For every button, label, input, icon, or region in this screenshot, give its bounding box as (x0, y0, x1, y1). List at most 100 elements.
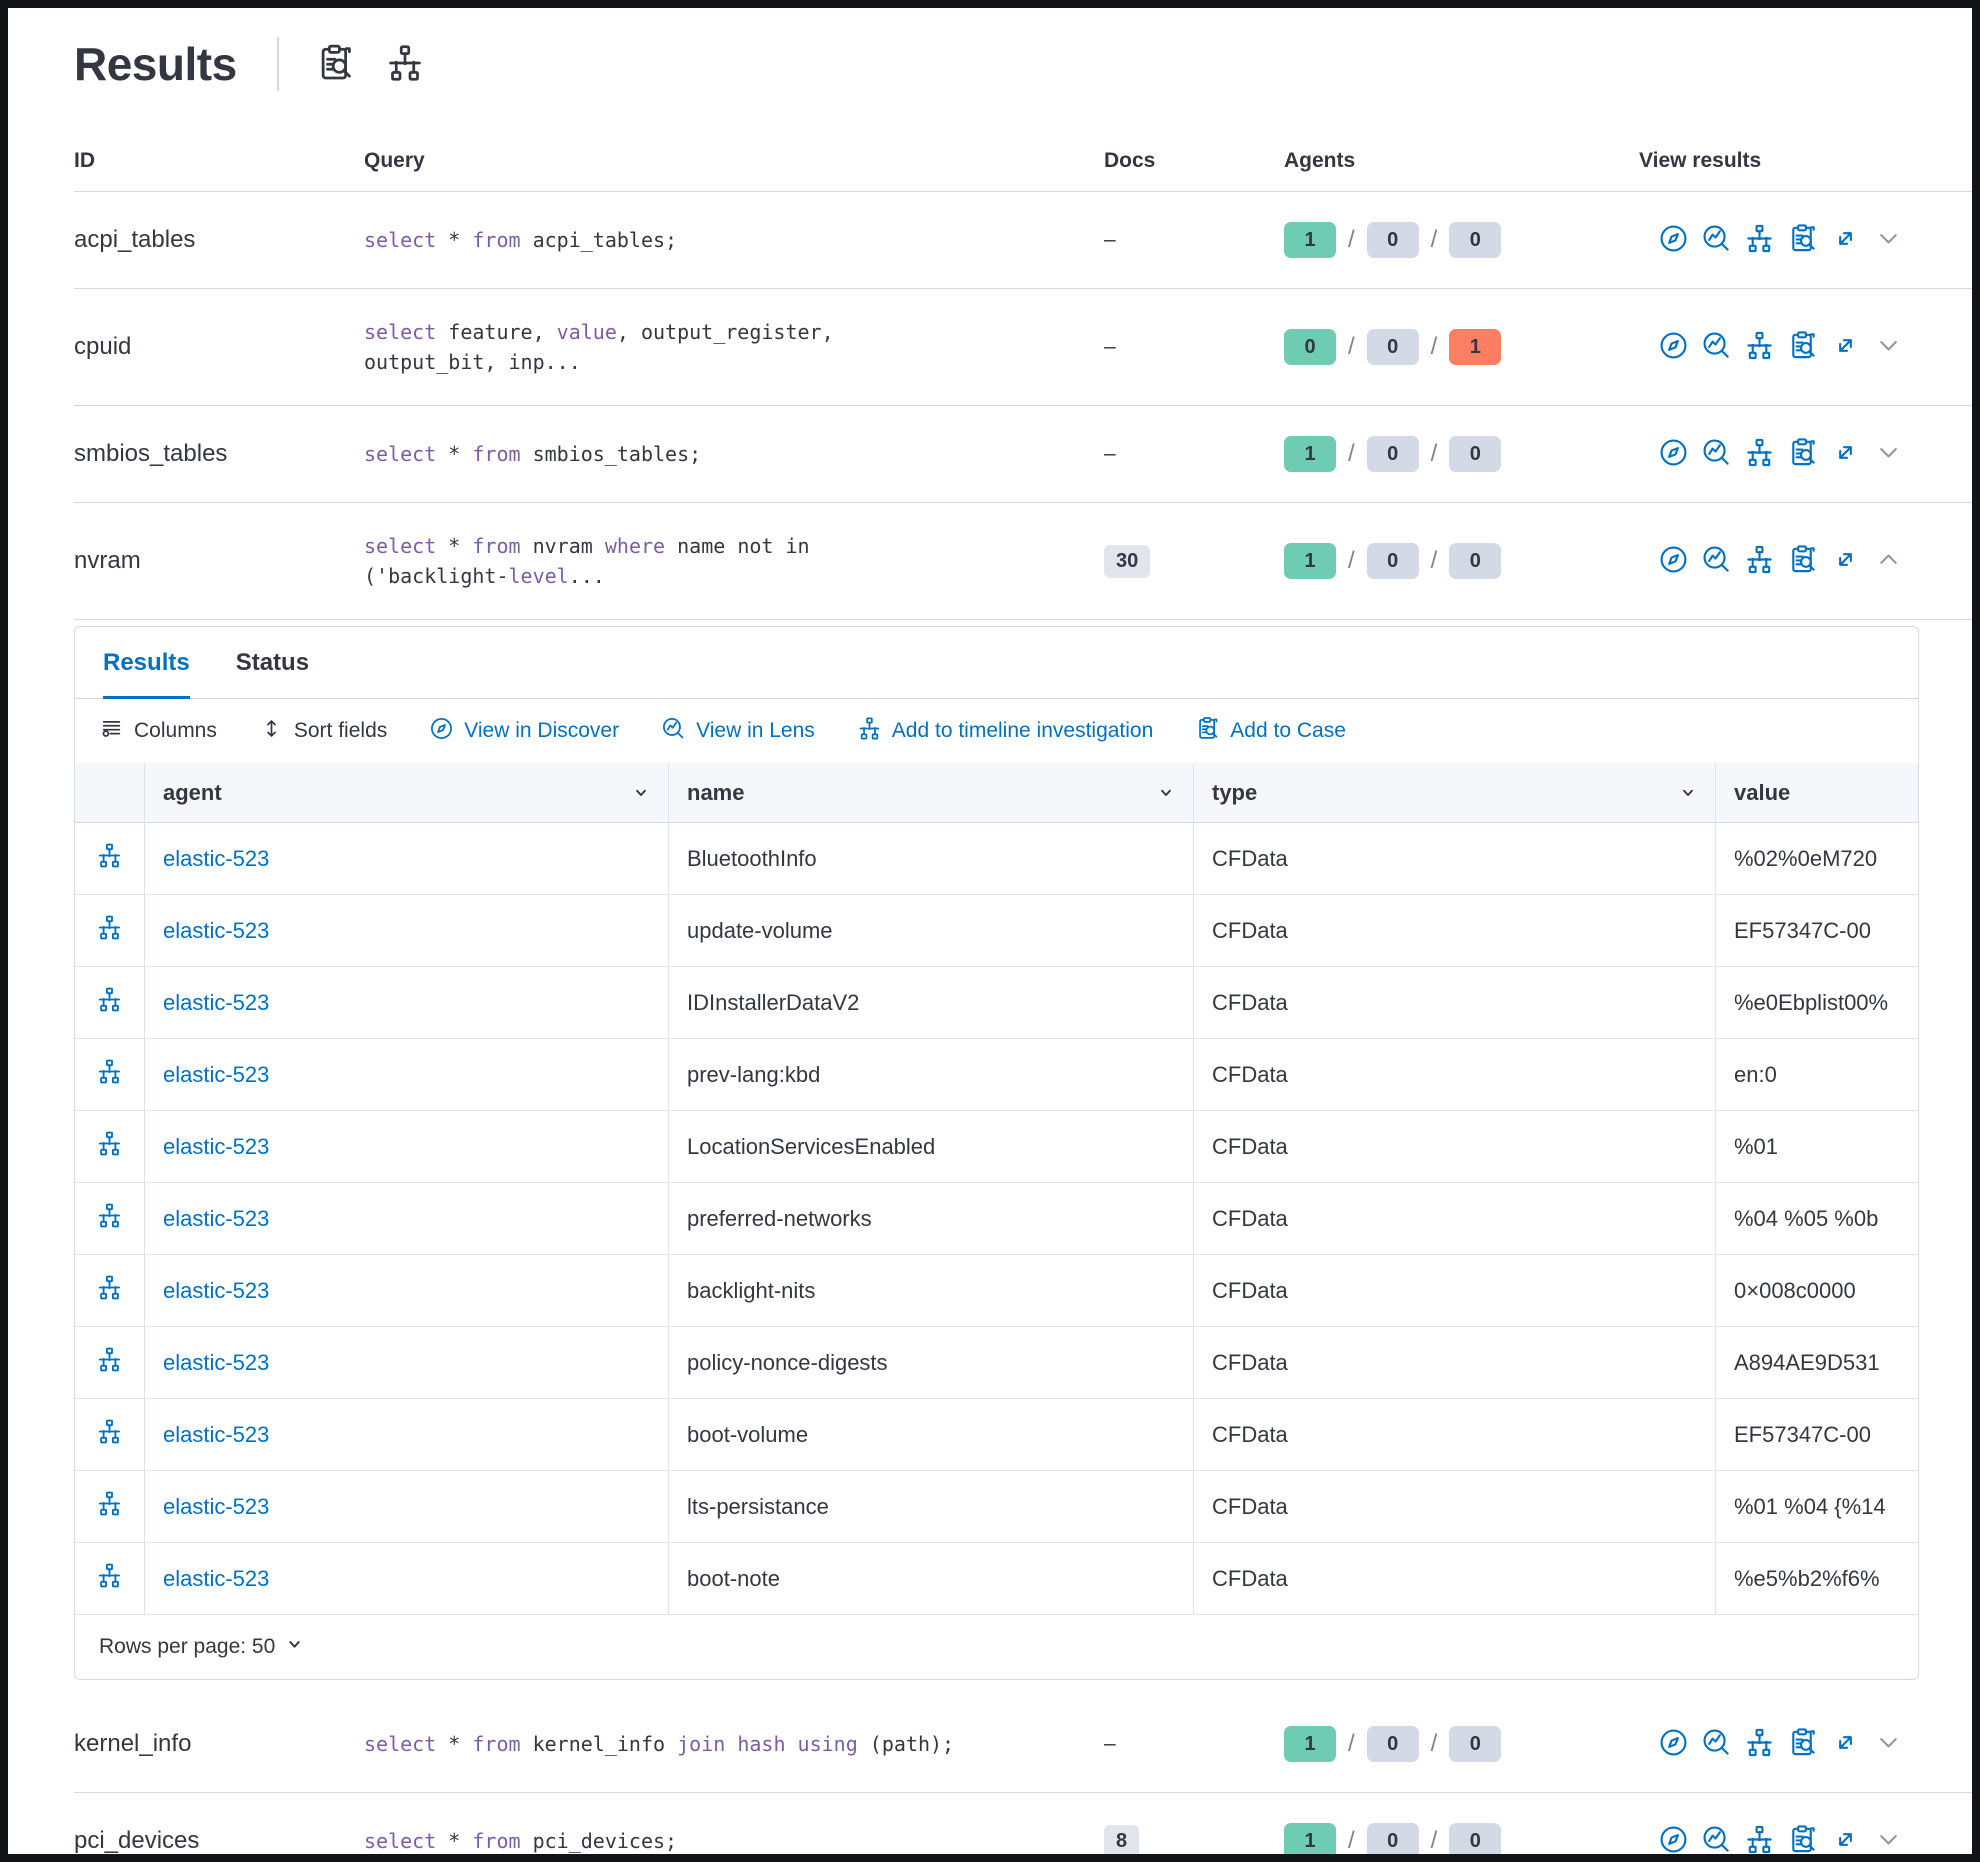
view-result-lens-button[interactable] (1698, 1821, 1735, 1854)
toolbar-view-in-lens-button[interactable]: View in Lens (661, 716, 815, 747)
chevron-down-icon (285, 1635, 304, 1660)
query-row: cpuid select feature, value, output_regis… (74, 289, 1972, 406)
chevron-down-icon[interactable] (632, 784, 650, 802)
agent-link[interactable]: elastic-523 (163, 1493, 270, 1519)
toolbar-sort-fields-button[interactable]: Sort fields (259, 716, 387, 747)
row-timeline-button[interactable] (75, 1255, 145, 1326)
column-header-id: ID (74, 149, 95, 172)
view-result-timeline-button[interactable] (1741, 1821, 1778, 1854)
row-timeline-button[interactable] (75, 967, 145, 1038)
grid-column-header-type[interactable]: type (1194, 763, 1716, 822)
row-expand-toggle[interactable] (1870, 1821, 1907, 1854)
query-sql: select * from nvram where name not in ('b… (364, 534, 810, 588)
query-id: acpi_tables (74, 226, 196, 253)
toolbar-add-to-case-button[interactable]: Add to Case (1195, 716, 1346, 747)
agent-link[interactable]: elastic-523 (163, 1133, 270, 1159)
view-result-discover-button[interactable] (1655, 434, 1692, 474)
view-result-expand-button[interactable] (1827, 220, 1864, 260)
agent-link[interactable]: elastic-523 (163, 917, 270, 943)
view-result-case-button[interactable] (1784, 434, 1821, 474)
tab-results[interactable]: Results (103, 627, 190, 699)
row-timeline-button[interactable] (75, 1327, 145, 1398)
agent-link[interactable]: elastic-523 (163, 989, 270, 1015)
chevron-down-icon[interactable] (1157, 784, 1175, 802)
grid-row: elastic-523 update-volume CFData EF57347C-0… (75, 895, 1918, 967)
view-result-expand-button[interactable] (1827, 541, 1864, 581)
view-results-cell (1639, 220, 1919, 260)
view-result-discover-button[interactable] (1655, 1724, 1692, 1764)
grid-column-header-name[interactable]: name (669, 763, 1194, 822)
view-result-case-button[interactable] (1784, 327, 1821, 367)
grid-column-header-agent[interactable]: agent (145, 763, 669, 822)
agent-link[interactable]: elastic-523 (163, 845, 270, 871)
view-result-expand-button[interactable] (1827, 1724, 1864, 1764)
row-timeline-button[interactable] (75, 1543, 145, 1614)
rows-per-page-control[interactable]: Rows per page: 50 (75, 1615, 1918, 1679)
view-result-case-button[interactable] (1784, 1821, 1821, 1854)
row-timeline-button[interactable] (75, 1111, 145, 1182)
view-result-lens-button[interactable] (1698, 541, 1735, 581)
row-expand-toggle[interactable] (1870, 541, 1907, 581)
row-timeline-button[interactable] (75, 1039, 145, 1110)
agent-link[interactable]: elastic-523 (163, 1349, 270, 1375)
grid-column-header-value[interactable]: value (1716, 763, 1918, 822)
view-result-timeline-button[interactable] (1741, 327, 1778, 367)
chevron-down-icon[interactable] (1679, 784, 1697, 802)
timeline-icon (1744, 437, 1775, 471)
agent-link[interactable]: elastic-523 (163, 1565, 270, 1591)
view-result-lens-button[interactable] (1698, 434, 1735, 474)
row-timeline-button[interactable] (75, 895, 145, 966)
agent-link[interactable]: elastic-523 (163, 1277, 270, 1303)
row-expand-toggle[interactable] (1870, 220, 1907, 260)
view-result-discover-button[interactable] (1655, 327, 1692, 367)
page-header: Results (8, 8, 1972, 120)
inspect-button[interactable] (315, 43, 355, 86)
row-timeline-button[interactable] (75, 1471, 145, 1542)
case-icon (1787, 330, 1818, 364)
view-result-discover-button[interactable] (1655, 220, 1692, 260)
agent-link[interactable]: elastic-523 (163, 1421, 270, 1447)
view-result-case-button[interactable] (1784, 220, 1821, 260)
timeline-icon (1744, 544, 1775, 578)
cell-value: %01 %04 {%14 (1734, 1493, 1886, 1519)
row-timeline-button[interactable] (75, 1183, 145, 1254)
row-timeline-button[interactable] (75, 1399, 145, 1470)
view-result-expand-button[interactable] (1827, 1821, 1864, 1854)
toolbar-view-in-discover-button[interactable]: View in Discover (429, 716, 619, 747)
agents-separator: / (1348, 1730, 1355, 1757)
view-result-case-button[interactable] (1784, 1724, 1821, 1764)
view-result-discover-button[interactable] (1655, 1821, 1692, 1854)
chevron-up-icon (1873, 544, 1904, 578)
agent-link[interactable]: elastic-523 (163, 1061, 270, 1087)
cell-agent: elastic-523 (145, 1111, 669, 1182)
row-expand-toggle[interactable] (1870, 327, 1907, 367)
view-result-case-button[interactable] (1784, 541, 1821, 581)
row-expand-toggle[interactable] (1870, 1724, 1907, 1764)
view-result-lens-button[interactable] (1698, 220, 1735, 260)
discover-icon (1658, 437, 1689, 471)
view-result-discover-button[interactable] (1655, 541, 1692, 581)
view-result-timeline-button[interactable] (1741, 220, 1778, 260)
timeline-icon (96, 986, 123, 1019)
grid-row: elastic-523 IDInstallerDataV2 CFData %e0Ebp… (75, 967, 1918, 1039)
view-result-lens-button[interactable] (1698, 327, 1735, 367)
timeline-button[interactable] (385, 43, 425, 86)
view-result-expand-button[interactable] (1827, 327, 1864, 367)
agents-separator: / (1430, 333, 1438, 360)
toolbar-columns-button[interactable]: Columns (99, 716, 217, 747)
cell-type: CFData (1194, 967, 1716, 1038)
view-result-timeline-button[interactable] (1741, 1724, 1778, 1764)
view-result-timeline-button[interactable] (1741, 434, 1778, 474)
query-sql: select feature, value, output_register, o… (364, 320, 834, 374)
agent-link[interactable]: elastic-523 (163, 1205, 270, 1231)
cell-type: CFData (1194, 1039, 1716, 1110)
tab-status[interactable]: Status (235, 648, 310, 676)
agent-count-badge-gray: 0 (1449, 1823, 1502, 1854)
toolbar-add-to-timeline-investigation-button[interactable]: Add to timeline investigation (857, 716, 1153, 747)
row-timeline-button[interactable] (75, 823, 145, 894)
row-expand-toggle[interactable] (1870, 434, 1907, 474)
view-result-timeline-button[interactable] (1741, 541, 1778, 581)
view-result-lens-button[interactable] (1698, 1724, 1735, 1764)
view-result-expand-button[interactable] (1827, 434, 1864, 474)
cell-agent: elastic-523 (145, 1471, 669, 1542)
